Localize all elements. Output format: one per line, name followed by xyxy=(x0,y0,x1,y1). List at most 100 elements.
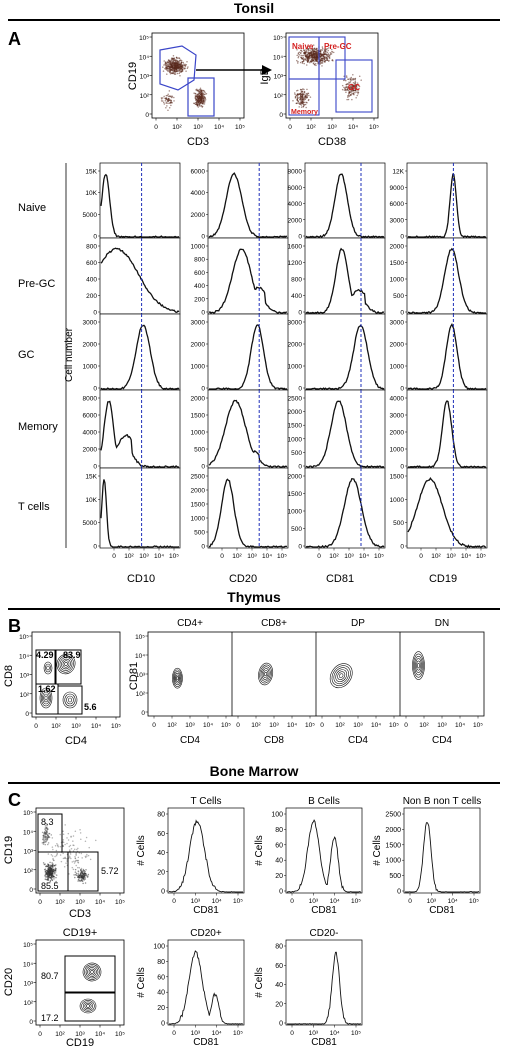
x-axis-label: CD4 xyxy=(348,735,368,746)
event-dot xyxy=(307,99,310,102)
event-dot xyxy=(184,63,186,66)
contour-ring xyxy=(40,689,52,707)
event-dot xyxy=(81,880,84,883)
gate-label-pre-gc: Pre-GC xyxy=(324,42,352,51)
hist-y-axis-label: Cell number xyxy=(64,327,75,382)
event-dot xyxy=(45,822,48,825)
histogram-gc-cd81: 3000 2000 1000 0 xyxy=(288,313,386,393)
event-dot xyxy=(172,71,175,73)
event-dot xyxy=(50,834,53,836)
event-dot xyxy=(165,62,168,65)
event-dot xyxy=(41,831,44,834)
event-dot xyxy=(355,84,358,86)
y-tick-label: 4000 xyxy=(390,396,405,403)
event-dot xyxy=(347,78,350,80)
event-dot xyxy=(163,95,165,98)
y-tick-label: 20 xyxy=(275,873,283,880)
event-dot xyxy=(199,99,202,101)
event-dot xyxy=(326,54,328,56)
event-dot xyxy=(357,93,359,95)
event-dot xyxy=(312,59,314,62)
thymus-subset-dp: DP CD4 0 10² 10³ 10⁴ 10⁵ xyxy=(315,618,399,746)
event-dot xyxy=(316,58,318,61)
event-dot xyxy=(302,56,304,59)
gate-value-cd20-neg: 17.2 xyxy=(41,1013,59,1023)
x-tick-label: 10⁴ xyxy=(330,898,340,905)
subset-title: DP xyxy=(351,618,365,629)
event-dot xyxy=(70,835,72,838)
y-axis-label: # Cells xyxy=(136,967,147,998)
event-dot xyxy=(62,845,65,847)
event-dot xyxy=(174,67,177,69)
event-dot xyxy=(78,874,80,876)
y-tick-label: 0 xyxy=(298,386,302,393)
event-dot xyxy=(74,873,77,876)
histogram-memory-cd20: 2000 1500 1000 500 0 xyxy=(191,389,289,471)
y-tick-label: 0 xyxy=(161,889,165,896)
x-tick-label: 10⁴ xyxy=(371,722,381,729)
event-dot xyxy=(162,101,165,104)
event-dot xyxy=(316,51,318,53)
event-dot xyxy=(324,52,326,55)
y-axis-label: CD19 xyxy=(3,836,15,864)
event-dot xyxy=(179,59,182,61)
x-tick-label: 10³ xyxy=(185,722,195,729)
contour-ring xyxy=(79,998,97,1014)
y-tick-label: 1000 xyxy=(83,364,98,371)
x-tick-label: 10⁵ xyxy=(233,1030,243,1037)
x-tick-label: 0 xyxy=(404,722,408,729)
event-dot xyxy=(45,837,47,839)
event-dot xyxy=(89,858,92,861)
plot-frame xyxy=(285,939,363,1026)
histogram-curve xyxy=(408,247,486,314)
y-tick-label: 10K xyxy=(85,497,97,504)
event-dot xyxy=(168,64,171,66)
plot-title: CD19+ xyxy=(63,927,98,939)
event-dot xyxy=(358,85,361,88)
subset-title: CD8+ xyxy=(261,618,287,629)
event-dot xyxy=(200,100,203,102)
x-axis-label: CD3 xyxy=(69,908,91,920)
row-label-t-cells: T cells xyxy=(18,501,50,513)
event-dot xyxy=(173,100,175,102)
event-dot xyxy=(76,859,78,862)
plot-frame xyxy=(207,162,289,239)
event-dot xyxy=(349,80,352,83)
plot-frame xyxy=(304,467,386,549)
histogram-pre-gc-cd20: 1000 800 600 400 200 0 xyxy=(191,237,289,317)
contour-ring xyxy=(42,691,50,705)
y-tick-label: 2000 xyxy=(288,342,303,349)
event-dot xyxy=(300,104,303,106)
plot-frame xyxy=(304,237,386,315)
event-dot xyxy=(87,873,90,876)
y-tick-label: 60 xyxy=(275,963,283,970)
histogram-memory-cd81: 2500 2000 1500 1000 500 0 xyxy=(288,389,386,471)
y-tick-label: 1500 xyxy=(288,491,303,498)
event-dot xyxy=(346,88,349,91)
event-dot xyxy=(296,59,298,62)
event-dot xyxy=(46,828,49,831)
x-tick-label: 10⁴ xyxy=(330,1030,340,1037)
bm-histogram-cd20-neg: CD20- 80 60 40 20 0 # Cells 0 10³ 10⁴ 10⁵ CD81 xyxy=(254,928,363,1048)
event-dot xyxy=(330,53,333,55)
event-dot xyxy=(42,838,45,841)
x-tick-label: 10² xyxy=(232,553,242,560)
event-dot xyxy=(328,44,330,47)
event-dot xyxy=(70,857,72,860)
event-dot xyxy=(199,87,202,89)
row-label-pre-gc: Pre-GC xyxy=(18,278,55,290)
event-dot xyxy=(164,67,166,70)
event-dot xyxy=(314,47,316,50)
dot-cloud xyxy=(160,55,208,112)
event-dot xyxy=(84,855,87,858)
x-tick-label: 10³ xyxy=(309,1030,319,1037)
event-dot xyxy=(179,68,182,71)
event-dot xyxy=(85,869,87,871)
event-dot xyxy=(84,882,87,884)
event-dot xyxy=(345,89,347,91)
event-dot xyxy=(196,93,198,95)
y-tick-label: 10⁴ xyxy=(23,961,33,968)
event-dot xyxy=(178,72,181,75)
event-dot xyxy=(55,849,58,852)
event-dot xyxy=(79,875,81,878)
